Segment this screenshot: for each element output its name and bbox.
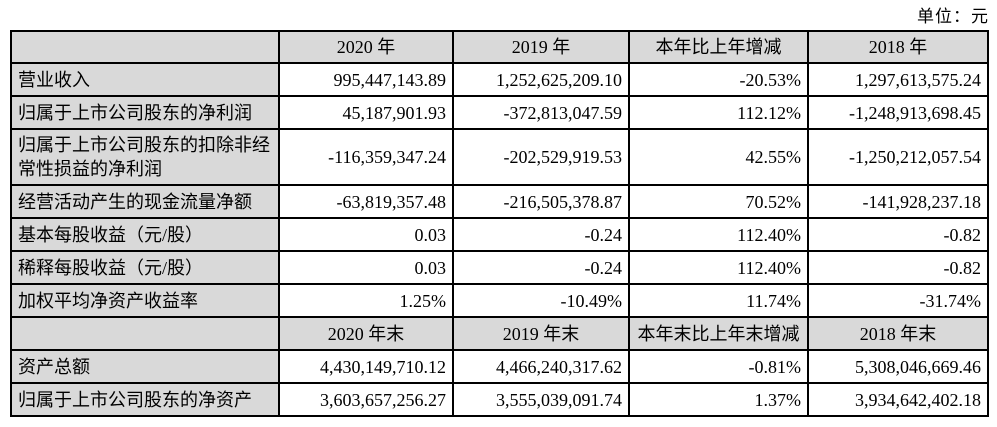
- cell-2018: -141,928,237.18: [807, 184, 989, 219]
- col-header-2018: 2018 年: [807, 30, 989, 64]
- cell-2019-end: 4,466,240,317.62: [452, 349, 630, 384]
- table-row-net-profit-excl-nonrecurring: 归属于上市公司股东的扣除非经常性损益的净利润 -116,359,347.24 -…: [10, 128, 989, 186]
- cell-2018: -31.74%: [807, 283, 989, 318]
- period-header-row: 2020 年 2019 年 本年比上年增减 2018 年: [10, 30, 989, 64]
- corner-cell: [10, 316, 280, 351]
- cell-2018: -0.82: [807, 250, 989, 285]
- cell-change: 112.12%: [628, 95, 809, 130]
- cell-2019: 1,252,625,209.10: [452, 62, 630, 97]
- cell-2018-end: 3,934,642,402.18: [807, 382, 989, 417]
- cell-2018-end: 5,308,046,669.46: [807, 349, 989, 384]
- cell-2020-end: 3,603,657,256.27: [278, 382, 454, 417]
- unit-label: 单位：元: [917, 7, 989, 26]
- row-label: 归属于上市公司股东的净利润: [10, 95, 280, 130]
- cell-change: 112.40%: [628, 250, 809, 285]
- row-label: 归属于上市公司股东的净资产: [10, 382, 280, 417]
- cell-2020: 1.25%: [278, 283, 454, 318]
- row-label: 基本每股收益（元/股）: [10, 217, 280, 252]
- cell-change: 70.52%: [628, 184, 809, 219]
- row-label: 稀释每股收益（元/股）: [10, 250, 280, 285]
- cell-2018: -1,250,212,057.54: [807, 128, 989, 186]
- cell-change: -20.53%: [628, 62, 809, 97]
- cell-2019: -372,813,047.59: [452, 95, 630, 130]
- cell-change: 11.74%: [628, 283, 809, 318]
- col-header-2020: 2020 年: [278, 30, 454, 64]
- cell-change: 42.55%: [628, 128, 809, 186]
- cell-2019: -0.24: [452, 250, 630, 285]
- col-header-2020-end: 2020 年末: [278, 316, 454, 351]
- cell-end-change: 1.37%: [628, 382, 809, 417]
- cell-end-change: -0.81%: [628, 349, 809, 384]
- cell-2018: -0.82: [807, 217, 989, 252]
- cell-2019: -216,505,378.87: [452, 184, 630, 219]
- cell-2019-end: 3,555,039,091.74: [452, 382, 630, 417]
- table-row-net-profit: 归属于上市公司股东的净利润 45,187,901.93 -372,813,047…: [10, 95, 989, 130]
- cell-2020: 0.03: [278, 250, 454, 285]
- row-label: 加权平均净资产收益率: [10, 283, 280, 318]
- col-header-end-yoy-change: 本年末比上年末增减: [628, 316, 809, 351]
- key-financials-table: 2020 年 2019 年 本年比上年增减 2018 年 营业收入 995,44…: [10, 30, 989, 417]
- cell-2018: 1,297,613,575.24: [807, 62, 989, 97]
- cell-2019: -202,529,919.53: [452, 128, 630, 186]
- col-header-2019-end: 2019 年末: [452, 316, 630, 351]
- table-row-revenue: 营业收入 995,447,143.89 1,252,625,209.10 -20…: [10, 62, 989, 97]
- table-row-operating-cash-flow: 经营活动产生的现金流量净额 -63,819,357.48 -216,505,37…: [10, 184, 989, 219]
- cell-2019: -0.24: [452, 217, 630, 252]
- row-label: 经营活动产生的现金流量净额: [10, 184, 280, 219]
- row-label: 资产总额: [10, 349, 280, 384]
- period-end-header-row: 2020 年末 2019 年末 本年末比上年末增减 2018 年末: [10, 316, 989, 351]
- cell-2020: 0.03: [278, 217, 454, 252]
- col-header-yoy-change: 本年比上年增减: [628, 30, 809, 64]
- row-label: 营业收入: [10, 62, 280, 97]
- cell-2020: 45,187,901.93: [278, 95, 454, 130]
- row-label: 归属于上市公司股东的扣除非经常性损益的净利润: [10, 128, 280, 186]
- cell-2020: -116,359,347.24: [278, 128, 454, 186]
- col-header-2018-end: 2018 年末: [807, 316, 989, 351]
- table-row-total-assets: 资产总额 4,430,149,710.12 4,466,240,317.62 -…: [10, 349, 989, 384]
- cell-2020: 995,447,143.89: [278, 62, 454, 97]
- cell-2019: -10.49%: [452, 283, 630, 318]
- table-row-weighted-avg-roe: 加权平均净资产收益率 1.25% -10.49% 11.74% -31.74%: [10, 283, 989, 318]
- cell-2018: -1,248,913,698.45: [807, 95, 989, 130]
- table-row-diluted-eps: 稀释每股收益（元/股） 0.03 -0.24 112.40% -0.82: [10, 250, 989, 285]
- col-header-2019: 2019 年: [452, 30, 630, 64]
- cell-2020-end: 4,430,149,710.12: [278, 349, 454, 384]
- cell-change: 112.40%: [628, 217, 809, 252]
- table-row-net-assets: 归属于上市公司股东的净资产 3,603,657,256.27 3,555,039…: [10, 382, 989, 417]
- table-row-basic-eps: 基本每股收益（元/股） 0.03 -0.24 112.40% -0.82: [10, 217, 989, 252]
- corner-cell: [10, 30, 280, 64]
- cell-2020: -63,819,357.48: [278, 184, 454, 219]
